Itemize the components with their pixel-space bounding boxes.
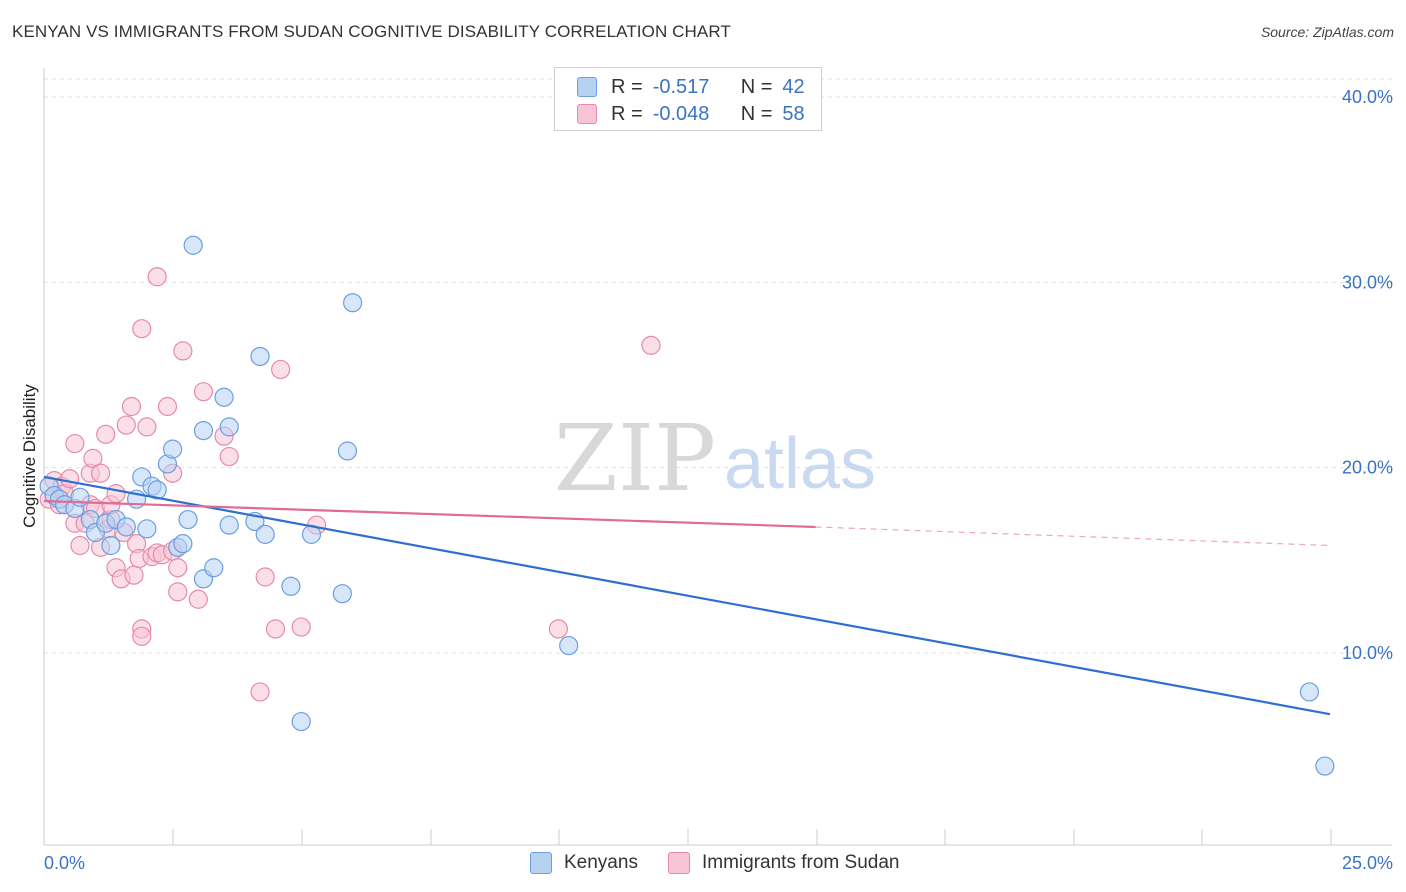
point-sudan (193, 382, 214, 402)
point-kenyans (1299, 682, 1320, 702)
point-sudan (265, 619, 286, 639)
x-tick-label: 0.0% (44, 853, 85, 873)
point-sudan (137, 417, 157, 437)
point-sudan (168, 558, 188, 578)
point-sudan (106, 484, 126, 504)
point-kenyans (281, 576, 301, 596)
watermark: ZIP atlas (554, 405, 876, 512)
legend-n-label: N = (740, 102, 773, 125)
legend-n-value: 42 (782, 75, 805, 98)
point-kenyans (214, 387, 234, 407)
point-kenyans (337, 441, 358, 461)
point-kenyans (291, 711, 311, 732)
chart-source: Source: ZipAtlas.com (1260, 24, 1394, 40)
point-sudan (548, 619, 569, 639)
point-kenyans (183, 235, 203, 255)
y-tick-label: 20.0% (1342, 458, 1393, 478)
point-kenyans (250, 346, 270, 367)
trend-lines (43, 475, 1331, 716)
series-label-kenyans: Kenyans (564, 852, 638, 873)
point-kenyans (219, 515, 239, 535)
legend-r-value: -0.517 (652, 75, 710, 98)
point-sudan (116, 415, 136, 435)
point-sudan (250, 682, 270, 702)
y-tick-label: 10.0% (1342, 643, 1393, 663)
point-sudan (132, 626, 152, 646)
legend-r-label: R = (611, 102, 643, 125)
data-points (39, 235, 1335, 776)
point-sudan (96, 424, 116, 444)
point-sudan (219, 446, 239, 467)
point-sudan (173, 341, 193, 361)
y-axis-label: Cognitive Disability (20, 384, 39, 528)
legend-row-sudan: R = -0.048 N = 58 (577, 101, 805, 127)
point-sudan (271, 359, 291, 380)
point-kenyans (193, 421, 214, 441)
series-legend-sudan[interactable]: Immigrants from Sudan (668, 852, 899, 874)
point-sudan (168, 582, 188, 602)
watermark-atlas: atlas (724, 424, 876, 504)
point-sudan (70, 535, 90, 556)
point-sudan (132, 319, 152, 339)
point-kenyans (173, 534, 193, 554)
point-sudan (83, 448, 103, 468)
legend-row-kenyans: R = -0.517 N = 42 (577, 74, 805, 100)
series-legend: Kenyans Immigrants from Sudan (0, 852, 1406, 878)
point-sudan (121, 396, 142, 417)
point-sudan (291, 617, 311, 637)
series-label-sudan: Immigrants from Sudan (702, 852, 900, 873)
series-legend-kenyans[interactable]: Kenyans (530, 852, 638, 874)
point-kenyans (255, 524, 275, 544)
y-tick-label: 30.0% (1342, 272, 1393, 292)
point-sudan (124, 565, 144, 585)
legend-swatch-kenyans (577, 77, 597, 97)
point-sudan (90, 463, 111, 483)
point-kenyans (559, 635, 579, 656)
gridlines (44, 78, 1392, 654)
y-tick-label: 40.0% (1342, 87, 1393, 107)
trend-line-sudan-extension (815, 526, 1331, 547)
correlation-legend: R = -0.517 N = 42 R = -0.048 N = 58 (554, 67, 822, 131)
series-swatch-sudan (668, 852, 690, 874)
chart-title: KENYAN VS IMMIGRANTS FROM SUDAN COGNITIV… (12, 22, 731, 41)
trend-line-kenyans (43, 475, 1331, 716)
legend-swatch-sudan (577, 104, 597, 124)
legend-n-value: 58 (782, 102, 805, 125)
point-kenyans (219, 417, 239, 437)
point-kenyans (343, 293, 363, 313)
legend-r-value: -0.048 (652, 102, 710, 125)
point-kenyans (116, 517, 136, 537)
point-sudan (188, 589, 208, 609)
point-sudan (60, 469, 80, 489)
point-kenyans (137, 519, 157, 539)
series-swatch-kenyans (530, 852, 552, 874)
tick-labels: 10.0% 20.0% 30.0% 40.0% 0.0% 25.0% (44, 87, 1393, 873)
point-kenyans (70, 487, 90, 507)
legend-n-label: N = (740, 75, 773, 98)
legend-r-label: R = (611, 75, 643, 98)
point-kenyans (204, 558, 224, 578)
point-sudan (255, 567, 275, 587)
point-sudan (641, 335, 661, 355)
x-tick-label: 25.0% (1342, 853, 1393, 873)
point-sudan (65, 433, 85, 454)
point-kenyans (332, 584, 352, 604)
axes (43, 68, 1392, 846)
point-sudan (147, 267, 167, 287)
point-kenyans (1315, 756, 1335, 776)
point-sudan (157, 396, 178, 417)
point-kenyans (101, 535, 121, 556)
watermark-zip: ZIP (554, 405, 716, 512)
trend-line-sudan (43, 499, 816, 529)
point-kenyans (163, 439, 183, 459)
point-kenyans (178, 509, 198, 530)
